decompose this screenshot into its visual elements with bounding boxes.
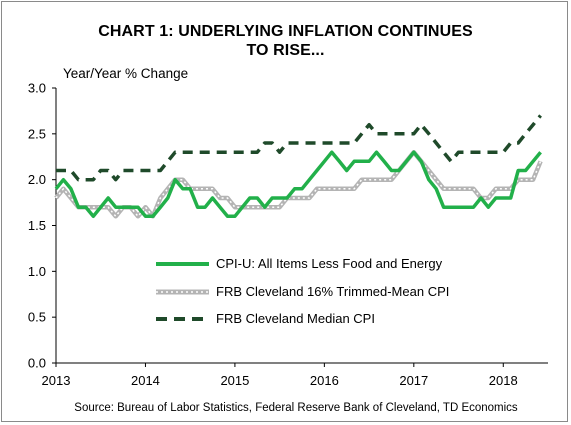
legend-item-core-cpi: CPI-U: All Items Less Food and Energy (156, 256, 443, 271)
y-axis-ticks: 0.0 0.5 1.0 1.5 2.0 2.5 3.0 (28, 81, 56, 371)
legend: CPI-U: All Items Less Food and Energy FR… (156, 256, 449, 326)
legend-label-core-cpi: CPI-U: All Items Less Food and Energy (216, 256, 443, 271)
x-tick-label: 2017 (399, 373, 428, 388)
y-tick-label: 2.0 (28, 172, 46, 187)
legend-item-trimmed-mean: FRB Cleveland 16% Trimmed-Mean CPI (156, 284, 449, 299)
x-tick-label: 2015 (220, 373, 249, 388)
y-tick-label: 0.5 (28, 310, 46, 325)
y-tick-label: 0.0 (28, 356, 46, 371)
y-tick-label: 1.0 (28, 264, 46, 279)
series-lines (54, 114, 543, 219)
chart-title-line-1: CHART 1: UNDERLYING INFLATION CONTINUES (98, 23, 473, 40)
x-tick-label: 2018 (489, 373, 518, 388)
y-tick-label: 3.0 (28, 81, 46, 96)
x-axis-ticks: 2013 2014 2015 2016 2017 2018 (42, 363, 518, 388)
x-tick-label: 2014 (131, 373, 160, 388)
chart-title: CHART 1: UNDERLYING INFLATION CONTINUES … (0, 22, 571, 60)
legend-label-trimmed-mean: FRB Cleveland 16% Trimmed-Mean CPI (216, 284, 449, 299)
series-line-core-cpi (54, 150, 542, 219)
y-tick-label: 2.5 (28, 126, 46, 141)
legend-label-median-cpi: FRB Cleveland Median CPI (216, 311, 375, 326)
source-note: Source: Bureau of Labor Statistics, Fede… (74, 402, 518, 414)
x-tick-label: 2013 (42, 373, 71, 388)
series-line-trimmed-mean-pattern (55, 151, 542, 218)
y-tick-label: 1.5 (28, 218, 46, 233)
x-tick-label: 2016 (310, 373, 339, 388)
series-line-median-cpi (56, 114, 542, 182)
legend-item-median-cpi: FRB Cleveland Median CPI (156, 311, 375, 326)
y-axis-label: Year/Year % Change (63, 66, 188, 81)
chart-title-line-2: TO RISE... (246, 42, 325, 59)
